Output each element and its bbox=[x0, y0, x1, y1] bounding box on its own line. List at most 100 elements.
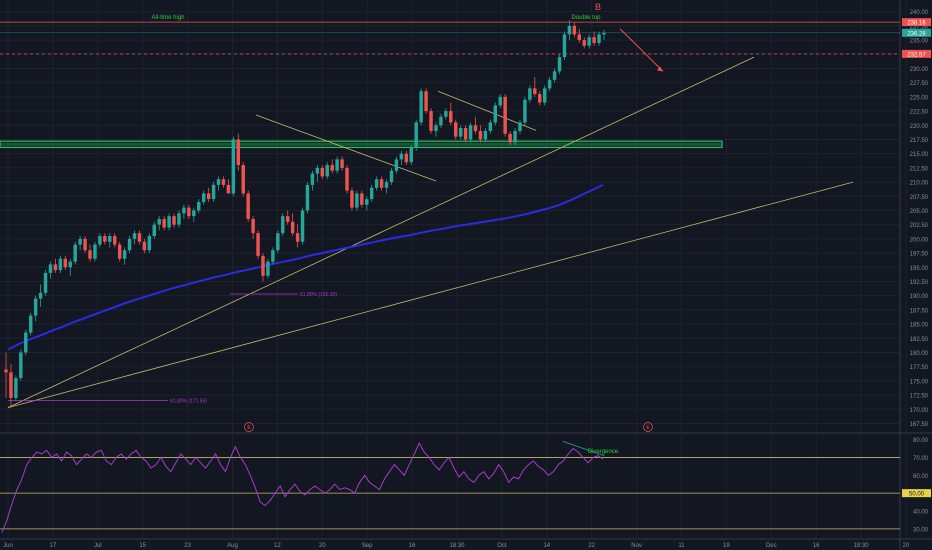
candle-body bbox=[266, 261, 270, 276]
event-marker-label: E bbox=[646, 425, 650, 431]
candle-body bbox=[24, 332, 28, 353]
candle-body bbox=[473, 125, 478, 131]
candle-body bbox=[439, 116, 443, 126]
candle-body bbox=[454, 122, 458, 137]
candle-body bbox=[518, 122, 522, 131]
time-tick-label: Sep bbox=[362, 543, 373, 549]
candle-body bbox=[256, 233, 260, 256]
candle-body bbox=[38, 292, 43, 299]
candle-body bbox=[295, 233, 300, 242]
candle-body bbox=[197, 201, 201, 211]
candle-body bbox=[478, 130, 483, 140]
candle-body bbox=[226, 184, 231, 194]
candle-body bbox=[582, 40, 586, 46]
price-tick-label: 202.50 bbox=[910, 223, 929, 229]
candle-body bbox=[419, 91, 423, 123]
candle-body bbox=[251, 219, 255, 234]
support-zone-fill bbox=[0, 142, 722, 146]
candle-body bbox=[33, 298, 38, 316]
drawings-layer[interactable] bbox=[0, 21, 900, 408]
candle-body bbox=[369, 187, 374, 200]
candle-body bbox=[350, 190, 354, 208]
time-tick-label: 16 bbox=[409, 543, 416, 549]
candle-body bbox=[320, 167, 325, 177]
time-tick-label: Jun bbox=[3, 543, 13, 549]
candle-body bbox=[567, 25, 572, 35]
candle-body bbox=[523, 99, 527, 123]
time-tick-label: 12 bbox=[274, 543, 281, 549]
time-tick-label: Nov bbox=[631, 543, 642, 549]
candle-body bbox=[271, 250, 275, 262]
candle-body bbox=[360, 193, 364, 205]
candle-body bbox=[557, 57, 562, 72]
candle-body bbox=[206, 193, 211, 200]
candle-body bbox=[281, 216, 285, 234]
candle-body bbox=[404, 153, 409, 163]
candle-body bbox=[58, 258, 63, 271]
rsi-tick-label: 80.00 bbox=[913, 438, 929, 444]
candle-body bbox=[483, 130, 488, 140]
price-tick-label: 217.50 bbox=[910, 138, 929, 144]
price-tick-label: 215.00 bbox=[910, 152, 929, 158]
candle-body bbox=[53, 264, 58, 271]
price-axis: 167.50 170.00 172.50 175.00 177.50 180.00 182.… bbox=[902, 10, 931, 428]
time-tick-label: 18:30 bbox=[854, 543, 870, 549]
candle-body bbox=[542, 88, 547, 103]
candle-body bbox=[468, 125, 473, 140]
price-tick-label: 210.00 bbox=[910, 181, 929, 187]
time-tick-label: Dec bbox=[766, 543, 777, 549]
candle-body bbox=[63, 258, 68, 268]
candle-body bbox=[172, 216, 176, 225]
candle-body bbox=[14, 378, 18, 398]
price-tick-label: 212.50 bbox=[910, 166, 929, 172]
price-tick-label: 197.50 bbox=[910, 252, 929, 258]
candle-body bbox=[463, 128, 468, 140]
candle-body bbox=[300, 210, 305, 242]
candle-body bbox=[127, 238, 132, 251]
candle-body bbox=[493, 105, 498, 123]
candle-body bbox=[112, 236, 117, 245]
candle-body bbox=[374, 179, 379, 188]
candle-body bbox=[384, 182, 389, 188]
candle-body bbox=[73, 244, 77, 262]
price-tick-label: 190.00 bbox=[910, 294, 929, 300]
candle-body bbox=[192, 210, 196, 217]
candle-body bbox=[211, 184, 216, 200]
candle-body bbox=[335, 159, 339, 171]
price-tick-label: 167.50 bbox=[910, 422, 929, 428]
candle-body bbox=[187, 207, 191, 217]
price-tick-label: 220.00 bbox=[910, 124, 929, 130]
candle-body bbox=[261, 255, 265, 276]
candle-body bbox=[246, 193, 250, 219]
candle-body bbox=[449, 111, 453, 123]
candle-body bbox=[147, 236, 152, 251]
candle-body bbox=[137, 233, 142, 242]
candle-body bbox=[290, 221, 295, 234]
all-time-high-label: All-time high bbox=[151, 15, 184, 21]
price-tick-label: 175.00 bbox=[910, 379, 929, 385]
candle-body bbox=[152, 224, 156, 237]
candle-body bbox=[355, 193, 359, 208]
price-label-text: 236.28 bbox=[907, 31, 926, 37]
rsi-level-text: 50.00 bbox=[909, 492, 925, 498]
candle-body bbox=[572, 25, 577, 35]
price-tick-label: 182.50 bbox=[910, 337, 929, 343]
candle-body bbox=[167, 216, 171, 228]
candle-body bbox=[276, 233, 280, 251]
candle-body bbox=[389, 170, 394, 183]
candle-body bbox=[315, 167, 320, 174]
time-tick-label: 20 bbox=[319, 543, 326, 549]
candle-body bbox=[414, 122, 418, 148]
candle-body bbox=[434, 125, 438, 131]
candle-body bbox=[379, 179, 384, 188]
candle-body bbox=[365, 199, 369, 205]
candle-body bbox=[103, 236, 107, 242]
price-tick-label: 237.50 bbox=[910, 24, 929, 30]
down-arrow-head bbox=[657, 66, 663, 72]
candle-body bbox=[88, 250, 92, 259]
candle-body bbox=[409, 148, 413, 163]
rsi-pane: Divergence bbox=[0, 440, 900, 533]
